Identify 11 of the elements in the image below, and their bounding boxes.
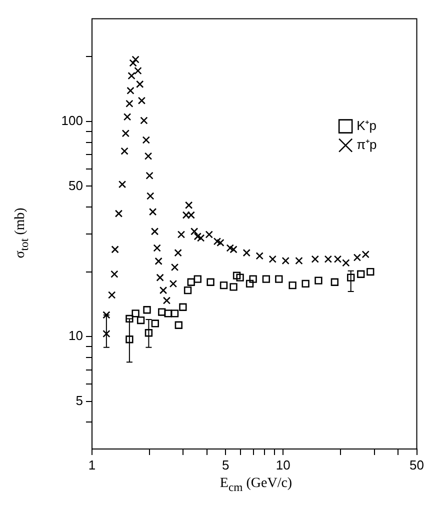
y-tick-label: 10 — [68, 328, 83, 344]
y-tick-label: 100 — [61, 113, 83, 128]
x-axis-title: E$_{cm}$ (GeV/c) — [218, 476, 294, 494]
x-tick-label: 1 — [88, 457, 96, 472]
x-tick-label: 10 — [276, 457, 290, 472]
x-tick-label: 50 — [410, 457, 424, 472]
x-tick-label: 5 — [222, 457, 230, 472]
legend-label: π⁺p — [356, 136, 377, 152]
legend-label: K⁺p — [356, 118, 376, 133]
y-tick-label: 50 — [68, 178, 83, 193]
y-tick-label: 5 — [76, 392, 83, 408]
